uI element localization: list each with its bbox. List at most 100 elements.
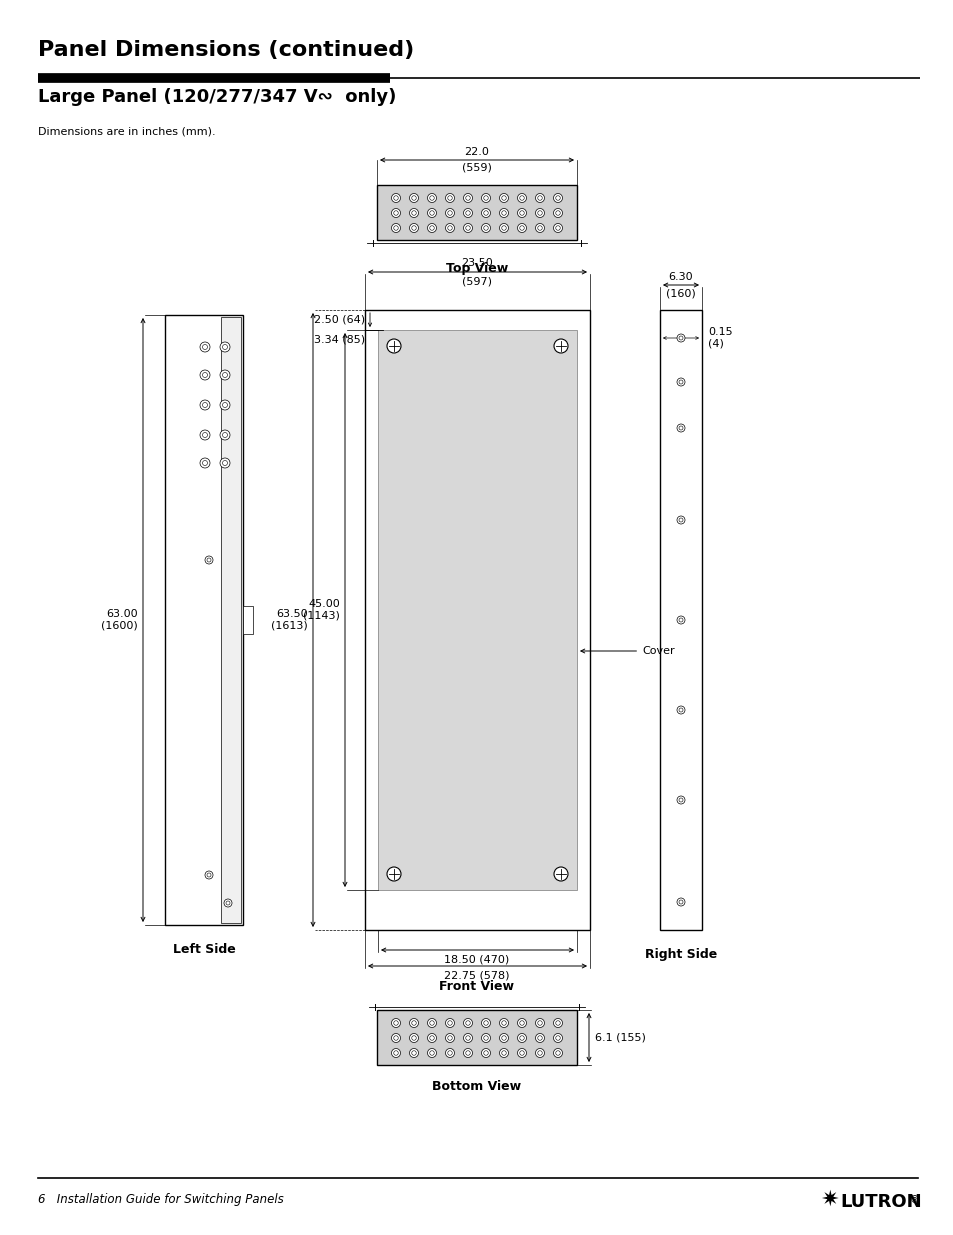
Circle shape: [553, 1049, 562, 1057]
Circle shape: [200, 400, 210, 410]
Text: (597): (597): [461, 275, 492, 287]
Text: 22.0: 22.0: [464, 147, 489, 157]
Circle shape: [499, 209, 508, 217]
Text: 18.50 (470): 18.50 (470): [444, 953, 509, 965]
Circle shape: [391, 1049, 400, 1057]
Circle shape: [391, 224, 400, 232]
Circle shape: [481, 224, 490, 232]
Circle shape: [517, 1019, 526, 1028]
Circle shape: [553, 1034, 562, 1042]
Circle shape: [553, 224, 562, 232]
Circle shape: [677, 378, 684, 387]
Circle shape: [200, 458, 210, 468]
Circle shape: [409, 1019, 418, 1028]
Circle shape: [387, 338, 400, 353]
Text: Large Panel (120/277/347 V∾  only): Large Panel (120/277/347 V∾ only): [38, 88, 395, 106]
Circle shape: [200, 430, 210, 440]
Text: 6.1 (155): 6.1 (155): [595, 1032, 645, 1042]
Text: 63.50
(1613): 63.50 (1613): [271, 609, 308, 631]
Circle shape: [391, 1019, 400, 1028]
Circle shape: [427, 209, 436, 217]
Circle shape: [677, 516, 684, 524]
Circle shape: [535, 1049, 544, 1057]
Circle shape: [220, 400, 230, 410]
Circle shape: [445, 224, 454, 232]
Circle shape: [409, 1049, 418, 1057]
Circle shape: [499, 1019, 508, 1028]
Circle shape: [677, 424, 684, 432]
Text: 0.15
(4): 0.15 (4): [707, 327, 732, 348]
Bar: [243, 606, 253, 634]
Circle shape: [427, 1049, 436, 1057]
Circle shape: [427, 194, 436, 203]
Circle shape: [200, 370, 210, 380]
Text: 6   Installation Guide for Switching Panels: 6 Installation Guide for Switching Panel…: [38, 1193, 283, 1207]
Circle shape: [517, 194, 526, 203]
Text: Dimensions are in inches (mm).: Dimensions are in inches (mm).: [38, 126, 215, 136]
Circle shape: [220, 342, 230, 352]
Circle shape: [481, 194, 490, 203]
Circle shape: [391, 194, 400, 203]
Circle shape: [445, 209, 454, 217]
Circle shape: [463, 224, 472, 232]
Text: 23.50: 23.50: [460, 258, 493, 268]
Text: Cover: Cover: [580, 646, 674, 656]
Circle shape: [463, 1049, 472, 1057]
Circle shape: [463, 1034, 472, 1042]
Bar: [165, 315, 243, 925]
Circle shape: [535, 209, 544, 217]
Text: 63.00
(1600): 63.00 (1600): [101, 609, 138, 631]
Circle shape: [677, 333, 684, 342]
Text: 3.34 (85): 3.34 (85): [314, 335, 365, 345]
Bar: [377, 330, 577, 890]
Circle shape: [387, 867, 400, 881]
Circle shape: [220, 458, 230, 468]
Text: 45.00
(1143): 45.00 (1143): [303, 599, 339, 621]
Text: 6.30: 6.30: [668, 272, 693, 282]
Circle shape: [409, 209, 418, 217]
Circle shape: [463, 1019, 472, 1028]
Circle shape: [517, 1049, 526, 1057]
Circle shape: [481, 209, 490, 217]
Circle shape: [463, 194, 472, 203]
Bar: [221, 317, 241, 923]
Circle shape: [535, 194, 544, 203]
Circle shape: [677, 706, 684, 714]
Text: Bottom View: Bottom View: [432, 1079, 521, 1093]
Circle shape: [499, 224, 508, 232]
Circle shape: [224, 899, 232, 906]
Circle shape: [517, 1034, 526, 1042]
Circle shape: [427, 1034, 436, 1042]
Circle shape: [481, 1049, 490, 1057]
Text: (160): (160): [665, 288, 695, 298]
Circle shape: [409, 194, 418, 203]
Text: Top View: Top View: [445, 262, 508, 275]
Text: 22.75 (578): 22.75 (578): [444, 969, 509, 981]
Bar: [365, 310, 589, 930]
Circle shape: [554, 867, 567, 881]
Circle shape: [535, 1034, 544, 1042]
Text: Right Side: Right Side: [644, 948, 717, 961]
Circle shape: [445, 1019, 454, 1028]
Circle shape: [535, 224, 544, 232]
Text: Front View: Front View: [439, 981, 514, 993]
Circle shape: [220, 370, 230, 380]
Bar: [659, 310, 701, 930]
Circle shape: [517, 209, 526, 217]
Circle shape: [517, 224, 526, 232]
Circle shape: [677, 616, 684, 624]
Circle shape: [409, 224, 418, 232]
Text: Left Side: Left Side: [172, 944, 235, 956]
Circle shape: [391, 1034, 400, 1042]
Circle shape: [481, 1019, 490, 1028]
Bar: [376, 185, 577, 240]
Circle shape: [463, 209, 472, 217]
Circle shape: [553, 194, 562, 203]
Circle shape: [445, 194, 454, 203]
Circle shape: [553, 1019, 562, 1028]
Circle shape: [677, 898, 684, 906]
Circle shape: [481, 1034, 490, 1042]
Circle shape: [427, 1019, 436, 1028]
Circle shape: [499, 1034, 508, 1042]
Text: 2.50 (64): 2.50 (64): [314, 315, 365, 325]
